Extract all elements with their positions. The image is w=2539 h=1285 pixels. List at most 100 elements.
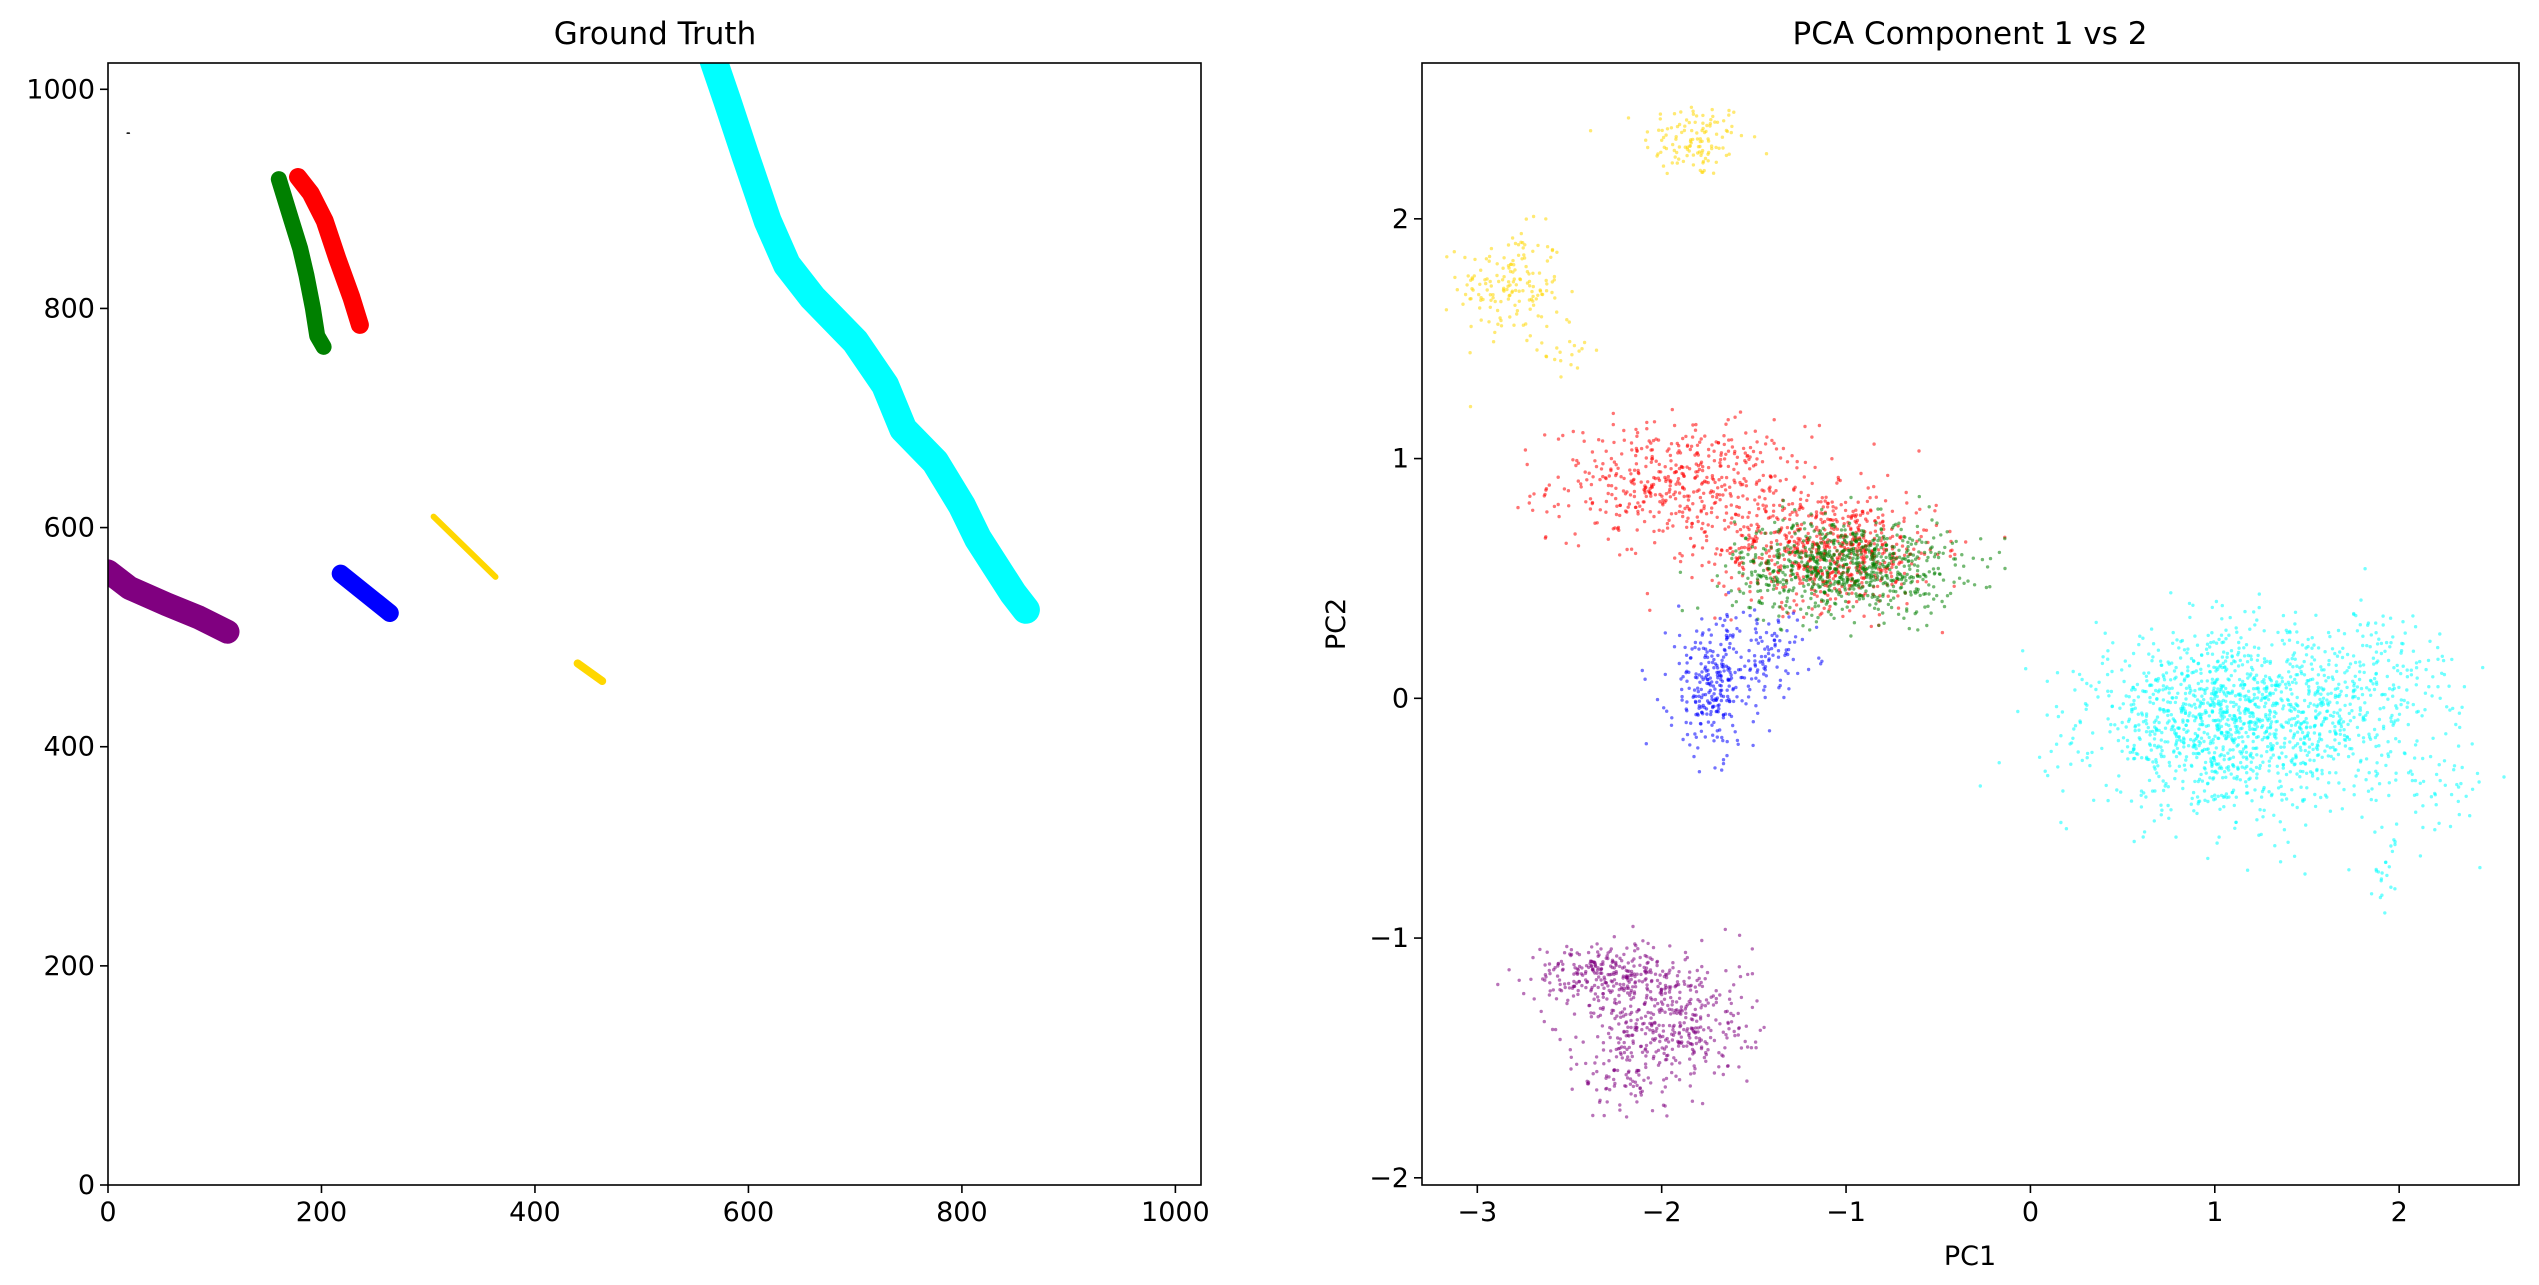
pca-point: [2283, 736, 2287, 741]
pca-point: [2222, 734, 2226, 738]
pca-point: [2121, 702, 2125, 706]
pca-point: [1606, 483, 1611, 488]
pca-point: [2358, 708, 2363, 712]
pca-point: [1720, 484, 1724, 489]
pca-point: [1812, 592, 1817, 597]
pca-point: [2179, 639, 2183, 644]
pca-point: [1831, 518, 1835, 522]
pca-point: [1914, 542, 1918, 546]
pca-point: [1857, 523, 1862, 527]
pca-point: [2136, 695, 2141, 699]
pca-point: [2264, 686, 2268, 690]
pca-point: [2336, 752, 2341, 757]
pca-point: [1841, 516, 1845, 520]
pca-point: [1705, 677, 1710, 682]
pca-point: [1849, 526, 1853, 530]
pca-point: [2254, 735, 2259, 740]
pca-point: [1810, 591, 1814, 596]
pca-point: [1786, 544, 1790, 548]
pca-point: [1734, 616, 1738, 620]
pca-point: [2189, 656, 2194, 661]
pca-point: [1599, 947, 1603, 951]
pca-point: [1532, 997, 1536, 1001]
pca-point: [1862, 614, 1866, 618]
pca-point: [1793, 576, 1798, 580]
pca-point: [2132, 743, 2136, 748]
pca-point: [1880, 520, 1885, 524]
pca-point: [2184, 697, 2188, 701]
pca-point: [2275, 764, 2279, 768]
pca-point: [1632, 482, 1636, 486]
pca-point: [1726, 635, 1730, 640]
pca-point: [2263, 695, 2267, 700]
pca-point: [1700, 1101, 1705, 1106]
pca-point: [1698, 1017, 1703, 1021]
pca-point: [2237, 731, 2241, 735]
pca-point: [2164, 687, 2168, 691]
pca-point: [1489, 298, 1493, 302]
pca-point: [1684, 720, 1688, 725]
pca-point: [1782, 564, 1786, 568]
pca-point: [1971, 556, 1976, 560]
pca-point: [1842, 538, 1847, 542]
pca-point: [2132, 839, 2136, 844]
pca-point: [1843, 599, 1848, 604]
pca-point: [1770, 633, 1774, 638]
pca-point: [1716, 653, 1720, 658]
pca-point: [2385, 674, 2389, 679]
pca-point: [1766, 588, 1770, 593]
pca-point: [2255, 705, 2259, 709]
pca-point: [2101, 655, 2105, 659]
pca-point: [2168, 764, 2172, 768]
pca-point: [1938, 572, 1942, 576]
pca-point: [1902, 519, 1906, 524]
pca-point: [2225, 651, 2230, 656]
pca-point: [2222, 770, 2227, 774]
pca-point: [1879, 545, 1883, 550]
pca-point: [1699, 695, 1704, 700]
pca-point: [2245, 868, 2250, 872]
pca-point: [1621, 982, 1626, 987]
pca-point: [2151, 655, 2155, 659]
pca-point: [1701, 693, 1705, 697]
pca-point: [1670, 407, 1675, 412]
pca-point: [1705, 699, 1710, 703]
pca-point: [1512, 323, 1516, 327]
ground-truth-track-4: [331, 564, 399, 622]
pca-point: [2236, 653, 2240, 657]
pca-point: [1828, 554, 1833, 558]
pca-point: [1676, 480, 1680, 484]
pca-point: [1757, 556, 1761, 560]
pca-point: [1962, 564, 1966, 568]
pca-point: [2178, 752, 2182, 756]
pca-point: [2215, 677, 2220, 681]
pca-point: [1466, 274, 1470, 278]
pca-point: [2418, 659, 2422, 664]
pca-point: [1917, 538, 1922, 542]
pca-point: [1890, 534, 1895, 539]
pca-point: [1693, 640, 1698, 645]
pca-point: [1838, 478, 1842, 483]
pca-point: [1690, 1018, 1695, 1022]
pca-point: [1634, 1022, 1638, 1026]
pca-point: [1787, 539, 1792, 543]
pca-point: [1682, 474, 1686, 478]
pca-point: [1857, 529, 1861, 533]
pca-point: [1854, 521, 1859, 525]
pca-point: [1807, 605, 1811, 610]
pca-point: [1861, 509, 1865, 514]
pca-point: [1735, 626, 1739, 631]
pca-point: [2100, 661, 2105, 666]
pca-point: [2133, 724, 2138, 728]
pca-point: [2362, 670, 2366, 675]
pca-point: [2175, 746, 2180, 751]
pca-point: [2140, 713, 2145, 717]
pca-point: [2122, 679, 2126, 684]
pca-point: [2145, 755, 2149, 759]
pca-point: [1754, 630, 1759, 635]
pca-point: [2304, 716, 2308, 721]
pca-point: [2195, 755, 2199, 760]
pca-point: [2336, 628, 2341, 633]
pca-point: [2393, 842, 2397, 847]
pca-point: [2199, 736, 2204, 740]
